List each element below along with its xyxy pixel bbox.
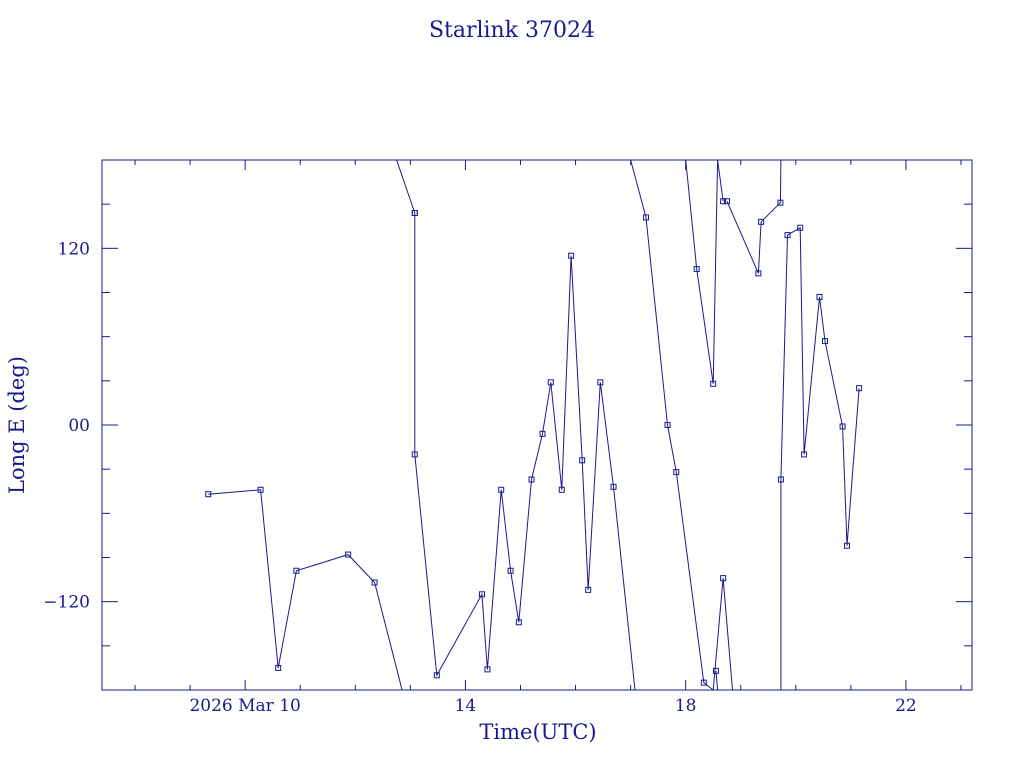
data-point	[579, 457, 586, 464]
data-point	[558, 486, 565, 493]
y-tick-label: 120	[58, 239, 90, 259]
series-line	[630, 160, 733, 690]
ticks-layer: 2026 Mar 10 14 18 22 120 00 −120	[43, 159, 972, 716]
data-point	[700, 679, 707, 686]
series-line	[780, 226, 860, 690]
data-point	[257, 486, 264, 493]
series-line	[685, 160, 724, 384]
series-line	[208, 489, 403, 690]
data-point	[515, 619, 522, 626]
data-point	[411, 210, 418, 216]
y-axis-label: Long E (deg)	[5, 356, 29, 494]
data-point	[411, 451, 418, 458]
data-layer	[205, 160, 863, 690]
data-point	[478, 591, 485, 598]
data-point	[693, 265, 700, 272]
data-point	[710, 380, 717, 387]
data-point	[568, 252, 575, 259]
data-point	[205, 491, 212, 498]
series-line	[715, 670, 719, 690]
x-tick-label: 2026 Mar 10	[189, 696, 300, 716]
data-point	[547, 379, 554, 386]
data-point	[498, 486, 505, 493]
data-point	[821, 338, 828, 345]
data-point	[664, 422, 671, 428]
data-point	[643, 214, 650, 221]
data-point	[712, 667, 719, 674]
data-point	[275, 664, 282, 671]
data-point	[345, 551, 352, 558]
chart-title: Starlink 37024	[429, 18, 595, 43]
data-point	[720, 575, 727, 582]
data-point	[758, 218, 765, 225]
series-line	[726, 160, 782, 274]
data-point	[723, 198, 730, 205]
plot-frame	[101, 159, 973, 691]
data-point	[720, 198, 727, 205]
data-point	[797, 224, 804, 231]
data-point	[801, 451, 808, 458]
data-point	[539, 430, 546, 437]
x-tick-label: 18	[675, 696, 697, 716]
data-point	[507, 567, 514, 574]
data-point	[777, 476, 784, 483]
data-point	[371, 579, 378, 586]
data-point	[484, 666, 491, 673]
data-point	[673, 469, 680, 476]
y-tick-label: 00	[68, 416, 90, 436]
series-line	[414, 213, 636, 690]
data-clip-group	[205, 160, 863, 690]
series-line	[396, 160, 416, 214]
plot-frame-layer	[101, 159, 973, 691]
x-tick-label: 22	[895, 696, 917, 716]
data-point	[844, 542, 851, 549]
data-point	[585, 586, 592, 593]
data-point	[610, 483, 617, 490]
data-point	[293, 567, 300, 574]
data-point	[816, 293, 823, 300]
data-point	[597, 379, 604, 386]
y-tick-label: −120	[43, 593, 90, 613]
data-point	[433, 672, 440, 679]
data-point	[784, 232, 791, 239]
data-point	[755, 270, 762, 277]
data-point	[856, 385, 863, 392]
data-point	[839, 423, 846, 430]
data-point	[528, 476, 535, 483]
x-axis-label: Time(UTC)	[479, 720, 596, 744]
x-tick-label: 14	[455, 696, 477, 716]
data-point	[777, 199, 784, 206]
